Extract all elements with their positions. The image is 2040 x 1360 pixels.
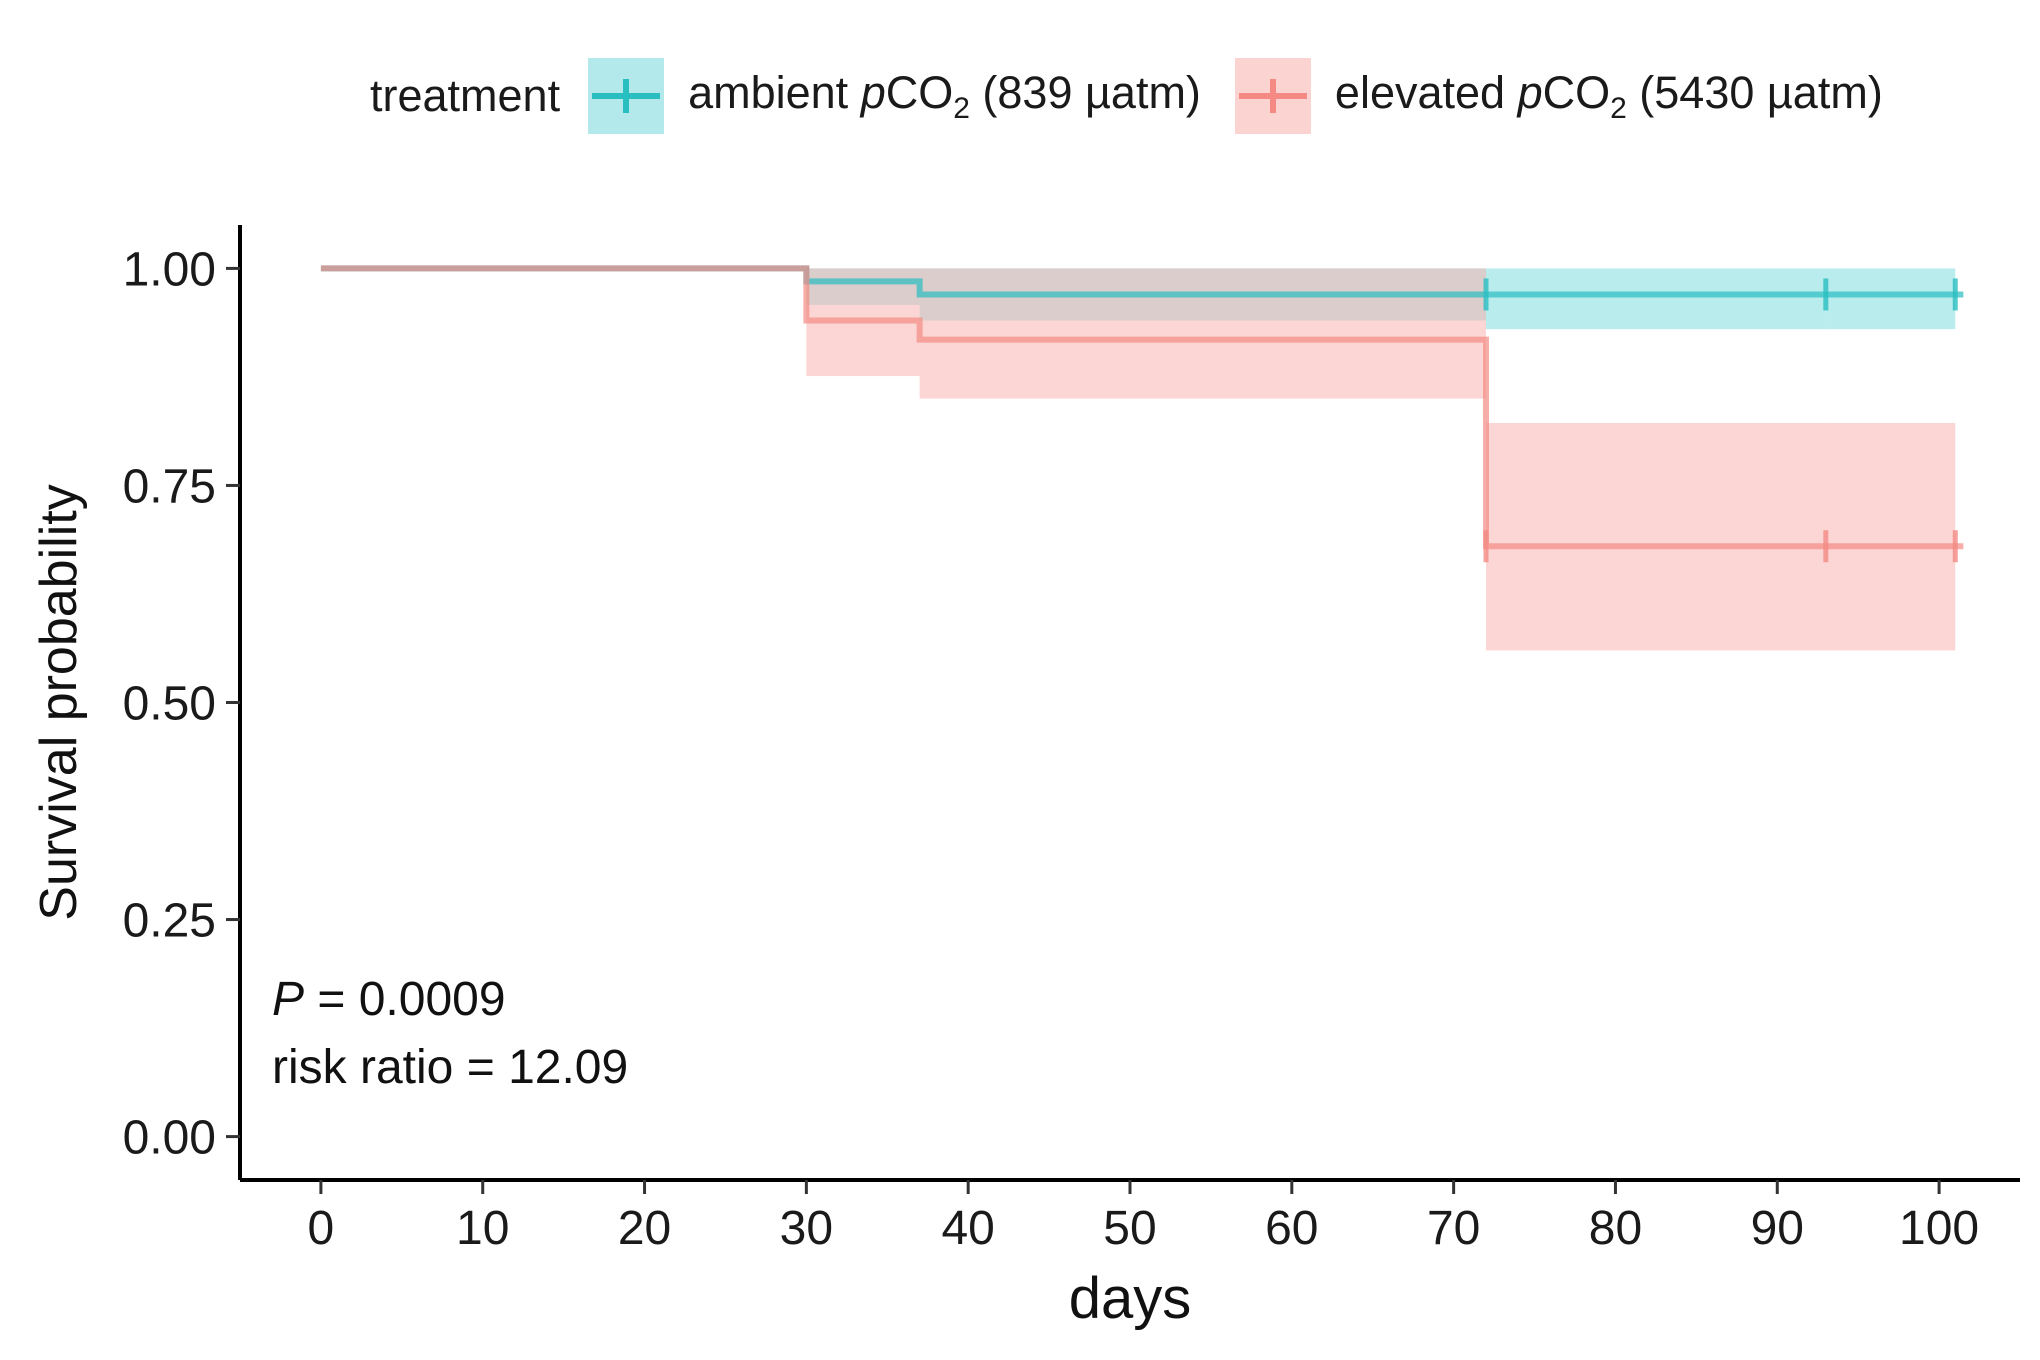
x-tick-label: 20 bbox=[618, 1202, 671, 1255]
legend-label-suffix: (5430 µatm) bbox=[1626, 66, 1883, 118]
legend-label-sub: 2 bbox=[1610, 91, 1627, 125]
legend-key-tick bbox=[1269, 79, 1276, 113]
x-axis-title: days bbox=[1069, 1266, 1192, 1331]
legend-label-suffix: (839 µatm) bbox=[969, 66, 1201, 118]
x-tick-label: 60 bbox=[1265, 1202, 1318, 1255]
ci-band-0-segment bbox=[1825, 268, 1956, 330]
censor-marks bbox=[1483, 278, 1958, 563]
legend-label-main: CO bbox=[885, 66, 954, 118]
legend-key-elevated bbox=[1234, 58, 1311, 134]
y-tick-label: 0.50 bbox=[123, 678, 216, 731]
legend-key-ambient bbox=[588, 58, 665, 134]
legend-title: treatment bbox=[370, 70, 561, 121]
x-tick-label: 70 bbox=[1427, 1202, 1480, 1255]
y-tick-label: 0.25 bbox=[123, 895, 216, 948]
risk-ratio-annotation: risk ratio = 12.09 bbox=[272, 1041, 629, 1094]
p-value-label: P bbox=[272, 973, 305, 1026]
y-tick-label: 0.00 bbox=[123, 1112, 216, 1165]
legend: treatment ambient pCO2 (839 µatm) elevat… bbox=[370, 58, 1917, 134]
x-tick-label: 50 bbox=[1103, 1202, 1156, 1255]
y-axis-title: Survival probability bbox=[30, 484, 88, 920]
x-tick-label: 90 bbox=[1751, 1202, 1804, 1255]
ci-band-1-segment bbox=[919, 268, 1486, 399]
legend-label-italic: p bbox=[860, 66, 886, 118]
p-value-text: = 0.0009 bbox=[304, 973, 506, 1026]
ci-band-0-segment bbox=[1486, 268, 1826, 330]
ci-band-1-segment bbox=[1825, 422, 1956, 651]
x-tick-label: 40 bbox=[941, 1202, 994, 1255]
x-tick-label: 30 bbox=[780, 1202, 833, 1255]
legend-label-main: CO bbox=[1542, 66, 1611, 118]
confidence-bands bbox=[806, 268, 1956, 651]
p-value-annotation: P = 0.0009 bbox=[272, 972, 506, 1027]
legend-key-tick bbox=[623, 79, 630, 113]
legend-label-italic: p bbox=[1517, 66, 1543, 118]
survival-curves bbox=[320, 265, 1964, 550]
x-tick-label: 80 bbox=[1589, 1202, 1642, 1255]
axes: 0 10 20 30 40 50 60 70 80 90 100 0.00 0.25 0.50 0.75 1.… bbox=[123, 225, 2020, 1255]
y-tick-label: 0.75 bbox=[123, 460, 216, 513]
legend-label-prefix: elevated bbox=[1334, 66, 1518, 118]
x-tick-label: 100 bbox=[1899, 1202, 1979, 1255]
ci-band-1-segment bbox=[1486, 422, 1826, 651]
legend-label-sub: 2 bbox=[953, 91, 970, 125]
x-tick-label: 10 bbox=[456, 1202, 509, 1255]
legend-label-elevated: elevated pCO2 (5430 µatm) bbox=[1335, 67, 1883, 126]
x-tick-label: 0 bbox=[308, 1202, 335, 1255]
survival-curve-elevated bbox=[320, 265, 1964, 550]
legend-label-prefix: ambient bbox=[688, 66, 861, 118]
y-tick-label: 1.00 bbox=[123, 243, 216, 296]
legend-label-ambient: ambient pCO2 (839 µatm) bbox=[688, 67, 1201, 126]
